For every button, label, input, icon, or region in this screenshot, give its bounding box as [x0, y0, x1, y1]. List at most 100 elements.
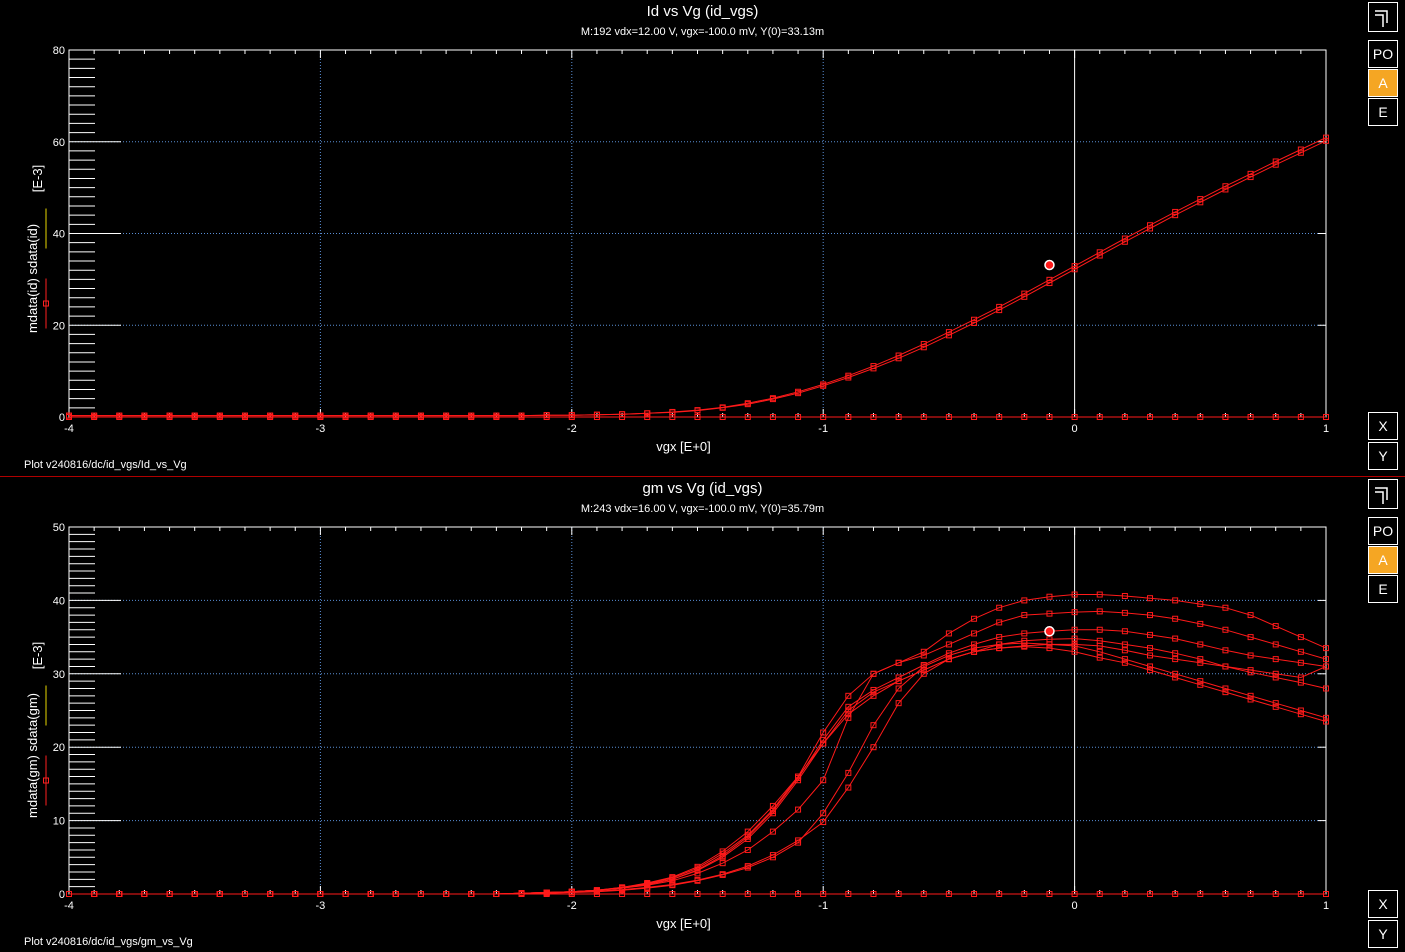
data-point — [769, 802, 776, 809]
data-point — [895, 685, 902, 692]
data-point — [317, 412, 324, 419]
data-point — [166, 891, 173, 897]
data-point — [1096, 648, 1103, 655]
po-button[interactable]: PO — [1368, 40, 1398, 68]
data-point — [1197, 196, 1204, 203]
data-point — [1021, 293, 1028, 300]
data-point — [1247, 692, 1254, 699]
data-point — [367, 891, 374, 897]
data-point — [1197, 678, 1204, 685]
data-point — [895, 678, 902, 685]
data-point — [1197, 659, 1204, 666]
data-point — [1323, 663, 1329, 670]
data-point — [996, 619, 1003, 626]
data-point — [1247, 667, 1254, 674]
data-point — [1297, 659, 1304, 666]
data-point — [971, 615, 978, 622]
data-point — [1197, 641, 1204, 648]
data-point — [719, 891, 726, 897]
data-point — [795, 837, 802, 844]
data-point — [593, 411, 600, 418]
data-point — [1147, 631, 1154, 638]
data-point — [1297, 711, 1304, 718]
data-point — [820, 819, 827, 826]
data-point — [1247, 891, 1254, 897]
y-tick-label: 80 — [53, 45, 65, 57]
data-point — [1222, 891, 1229, 897]
data-point — [845, 769, 852, 776]
data-point — [694, 870, 701, 877]
data-point — [996, 634, 1003, 641]
data-point — [443, 891, 450, 897]
data-point — [1272, 670, 1279, 677]
data-point — [1323, 714, 1329, 721]
data-point — [1071, 591, 1078, 598]
series-line — [69, 642, 1327, 895]
y-tick-label: 20 — [53, 320, 65, 332]
x-axis-label: vgx [E+0] — [656, 439, 711, 454]
data-point — [191, 412, 198, 419]
data-point — [1272, 161, 1279, 168]
data-point — [443, 412, 450, 419]
data-point — [1147, 663, 1154, 670]
x-axis-button[interactable]: X — [1368, 890, 1398, 918]
data-point — [1147, 891, 1154, 897]
plot-subtitle: M:243 vdx=16.00 V, vgx=-100.0 mV, Y(0)=3… — [580, 503, 825, 515]
data-point — [543, 412, 550, 419]
y-axis-button[interactable]: Y — [1368, 442, 1398, 470]
data-point — [1096, 252, 1103, 259]
data-point — [971, 641, 978, 648]
data-point — [1046, 610, 1053, 617]
data-point — [141, 412, 148, 419]
data-point — [1272, 641, 1279, 648]
po-button[interactable]: PO — [1368, 517, 1398, 545]
data-point — [870, 722, 877, 729]
y-tick-label: 0 — [59, 889, 65, 901]
e-button[interactable]: E — [1368, 575, 1398, 603]
data-point — [1121, 235, 1128, 242]
series-line — [69, 646, 1327, 895]
autoscale-button[interactable]: A — [1368, 546, 1398, 574]
data-point — [870, 744, 877, 751]
cursor-marker — [1044, 626, 1055, 637]
resize-corner-button[interactable] — [1368, 2, 1398, 32]
data-point — [820, 414, 827, 420]
data-point — [920, 648, 927, 655]
data-point — [1222, 647, 1229, 654]
x-axis-label: vgx [E+0] — [656, 916, 711, 931]
data-point — [1071, 414, 1078, 420]
data-point — [1172, 650, 1179, 657]
x-axis-button[interactable]: X — [1368, 412, 1398, 440]
data-point — [719, 404, 726, 411]
data-point — [216, 412, 223, 419]
data-point — [392, 891, 399, 897]
autoscale-button[interactable]: A — [1368, 69, 1398, 97]
data-point — [1197, 601, 1204, 608]
data-point — [895, 674, 902, 681]
data-point — [1272, 414, 1279, 420]
data-point — [895, 891, 902, 897]
data-point — [518, 890, 525, 897]
resize-corner-button[interactable] — [1368, 479, 1398, 509]
data-point — [1222, 663, 1229, 670]
data-point — [1297, 674, 1304, 681]
data-point — [1172, 414, 1179, 420]
data-point — [769, 891, 776, 897]
plot-subtitle: M:192 vdx=12.00 V, vgx=-100.0 mV, Y(0)=3… — [580, 26, 825, 38]
data-point — [1197, 656, 1204, 663]
data-point — [1247, 634, 1254, 641]
data-point — [644, 884, 651, 891]
y-tick-label: 0 — [59, 412, 65, 424]
data-point — [1222, 604, 1229, 611]
y-axis-button[interactable]: Y — [1368, 920, 1398, 948]
e-button[interactable]: E — [1368, 98, 1398, 126]
data-point — [1172, 656, 1179, 663]
data-point — [1323, 718, 1329, 725]
data-point — [1197, 891, 1204, 897]
data-point — [1121, 592, 1128, 599]
data-point — [870, 891, 877, 897]
data-point — [568, 888, 575, 895]
data-point — [1071, 635, 1078, 642]
